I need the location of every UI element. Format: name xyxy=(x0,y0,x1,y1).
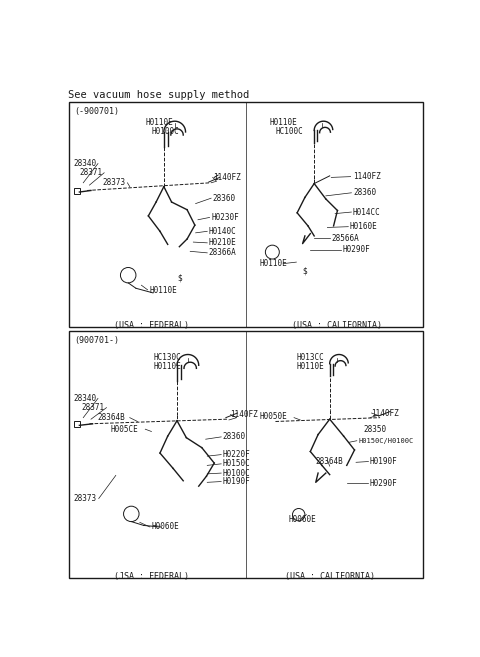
Text: $: $ xyxy=(302,267,307,276)
Text: H0060E: H0060E xyxy=(288,515,316,524)
Text: 28364B: 28364B xyxy=(316,457,344,466)
Text: HC130C: HC130C xyxy=(153,353,181,362)
Text: H0210E: H0210E xyxy=(209,238,237,247)
Bar xyxy=(74,422,80,427)
Text: $: $ xyxy=(178,273,182,282)
Text: (JSA : FEDERAL): (JSA : FEDERAL) xyxy=(114,572,189,581)
Bar xyxy=(74,188,80,194)
Text: H0100C: H0100C xyxy=(223,468,251,478)
Text: 28373: 28373 xyxy=(103,178,126,187)
Text: H013CC: H013CC xyxy=(296,353,324,362)
Text: H0150C: H0150C xyxy=(223,459,251,468)
Text: (-900701): (-900701) xyxy=(74,106,119,116)
Text: H014CC: H014CC xyxy=(353,208,381,217)
Text: H0230F: H0230F xyxy=(211,213,239,222)
Text: 28371: 28371 xyxy=(79,168,103,177)
Text: H0190F: H0190F xyxy=(370,457,398,466)
Text: H0190F: H0190F xyxy=(223,477,251,486)
Text: 28373: 28373 xyxy=(73,494,96,503)
Text: H0150C/H0100C: H0150C/H0100C xyxy=(359,438,414,443)
Text: H0290F: H0290F xyxy=(370,478,398,487)
Text: 28360: 28360 xyxy=(223,432,246,442)
Text: 28364B: 28364B xyxy=(97,413,125,422)
Text: 28371: 28371 xyxy=(82,403,105,412)
Text: H005CE: H005CE xyxy=(110,424,138,434)
Text: H0220F: H0220F xyxy=(223,450,251,459)
Text: 1140FZ: 1140FZ xyxy=(213,173,240,182)
Text: 28340: 28340 xyxy=(73,394,96,403)
Text: 28360: 28360 xyxy=(353,189,376,197)
Text: (USA : FEDERAL): (USA : FEDERAL) xyxy=(114,321,189,330)
Text: H0110E: H0110E xyxy=(149,286,177,295)
Text: 28350: 28350 xyxy=(364,424,387,434)
Text: H0050E: H0050E xyxy=(260,411,288,420)
Text: H0110E: H0110E xyxy=(260,259,288,268)
Bar xyxy=(69,102,423,327)
Text: 1140FZ: 1140FZ xyxy=(230,410,258,419)
Text: H0060E: H0060E xyxy=(152,522,179,532)
Bar xyxy=(69,331,423,578)
Text: H0110E: H0110E xyxy=(145,118,173,127)
Text: (900701-): (900701-) xyxy=(74,336,119,345)
Text: H0110E: H0110E xyxy=(153,362,181,371)
Text: H0290F: H0290F xyxy=(343,245,371,254)
Text: 28340: 28340 xyxy=(73,159,96,168)
Text: 28366A: 28366A xyxy=(209,248,237,258)
Text: 28566A: 28566A xyxy=(331,234,359,242)
Text: (USA : CALIFORNIA): (USA : CALIFORNIA) xyxy=(292,321,383,330)
Text: H0140C: H0140C xyxy=(209,227,237,236)
Text: 1140FZ: 1140FZ xyxy=(353,172,381,181)
Text: See vacuum hose supply method: See vacuum hose supply method xyxy=(68,89,249,100)
Text: HC100C: HC100C xyxy=(276,127,303,136)
Text: 28360: 28360 xyxy=(213,194,236,203)
Text: H0110E: H0110E xyxy=(296,362,324,371)
Text: H0100C: H0100C xyxy=(152,127,179,136)
Text: H0160E: H0160E xyxy=(350,222,378,231)
Text: 1140FZ: 1140FZ xyxy=(372,409,399,417)
Text: (USA : CALIFORNIA): (USA : CALIFORNIA) xyxy=(285,572,375,581)
Text: H0110E: H0110E xyxy=(269,118,297,127)
